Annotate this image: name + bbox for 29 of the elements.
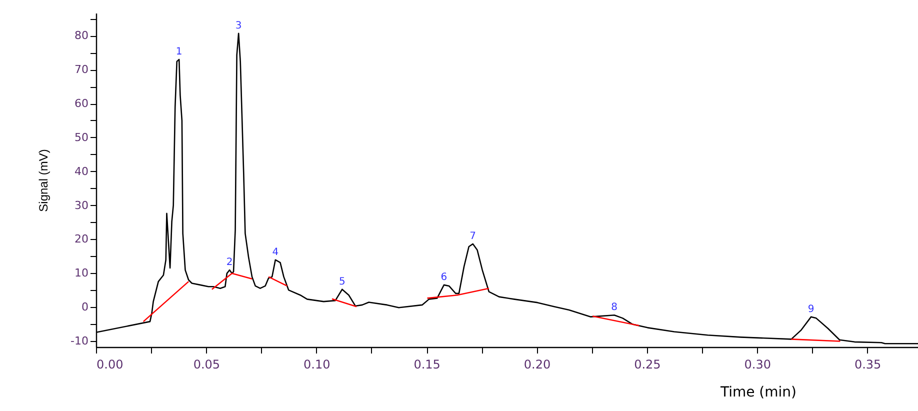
annotation: 6 (440, 272, 448, 283)
x-tick-label: 0.05 (193, 358, 220, 372)
annotation: 2 (226, 257, 233, 268)
y-tick-label: 70 (74, 63, 88, 76)
annotation: 7 (470, 230, 476, 242)
y-axis-title: Signal (mV) (36, 149, 51, 212)
annotation: 3 (235, 20, 242, 32)
x-tick-label: 0.20 (524, 358, 551, 372)
x-tick-label: 0.00 (96, 358, 124, 372)
annotation: 1 (176, 46, 182, 58)
x-tick-label: 0.30 (744, 358, 771, 372)
y-tick-label: 10 (74, 266, 88, 280)
x-tick-label: 0.10 (304, 358, 330, 372)
x-tick-label: 0.15 (414, 358, 440, 372)
x-axis-title: Time (min) (719, 384, 796, 400)
x-tick-label: 0.35 (854, 358, 882, 372)
x-tick-label: 0.25 (634, 358, 661, 372)
y-tick-label: 60 (74, 97, 88, 110)
y-tick-label: 40 (74, 164, 88, 178)
y-tick-label: 20 (74, 232, 88, 246)
y-tick-label: 80 (74, 29, 88, 42)
annotation: 4 (272, 246, 279, 258)
y-tick-label: -10 (70, 334, 88, 348)
annotation: 9 (808, 304, 814, 315)
y-tick-label: 0 (82, 300, 88, 314)
y-tick-label: 50 (74, 130, 88, 144)
y-tick-label: 30 (74, 198, 88, 212)
annotation: 8 (611, 302, 618, 314)
annotation: 5 (338, 276, 346, 288)
